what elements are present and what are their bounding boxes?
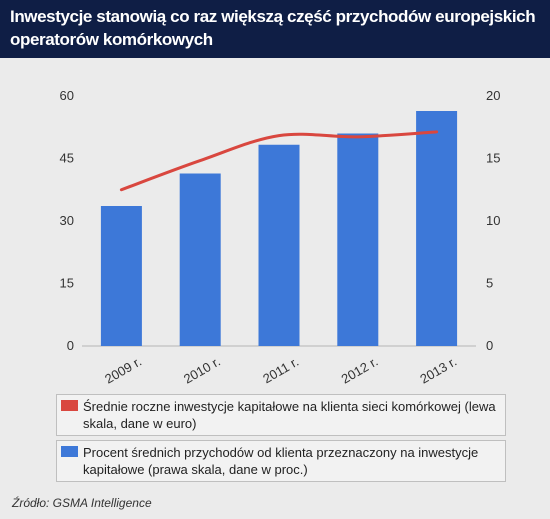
- bar: [100, 206, 142, 346]
- x-tick-label: 2009 r.: [102, 354, 144, 387]
- x-tick-label: 2011 r.: [260, 354, 301, 386]
- bar: [179, 173, 221, 346]
- left-tick-label: 30: [60, 213, 74, 228]
- bar: [258, 144, 300, 346]
- x-tick-label: 2013 r.: [417, 354, 459, 387]
- legend-swatch-bar: [61, 446, 78, 457]
- legend-item-bar: Procent średnich przychodów od klienta p…: [56, 440, 506, 482]
- source-note: Źródło: GSMA Intelligence: [12, 496, 152, 510]
- header-bar: Inwestycje stanowią co raz większą część…: [0, 0, 550, 58]
- left-tick-label: 60: [60, 88, 74, 103]
- x-tick-label: 2010 r.: [181, 354, 223, 387]
- legend-label-line: Średnie roczne inwestycje kapitałowe na …: [83, 399, 496, 431]
- left-tick-label: 45: [60, 151, 74, 166]
- chart-title: Inwestycje stanowią co raz większą część…: [10, 7, 536, 49]
- right-tick-label: 15: [486, 151, 500, 166]
- series-line: [119, 130, 439, 192]
- bar: [337, 133, 379, 346]
- right-tick-label: 0: [486, 338, 493, 353]
- x-tick-label: 2012 r.: [339, 354, 381, 387]
- right-tick-label: 10: [486, 213, 500, 228]
- left-tick-label: 0: [67, 338, 74, 353]
- bar: [416, 111, 458, 346]
- right-tick-label: 5: [486, 276, 493, 291]
- left-tick-label: 15: [60, 276, 74, 291]
- right-tick-label: 20: [486, 88, 500, 103]
- chart-area: 0 15 30 45 60 0 5 10 15 20 2009 r. 2010 r. 2011 r. 20…: [60, 88, 501, 387]
- legend-item-line: Średnie roczne inwestycje kapitałowe na …: [56, 394, 506, 436]
- legend-swatch-line: [61, 400, 78, 411]
- legend-label-bar: Procent średnich przychodów od klienta p…: [83, 445, 479, 477]
